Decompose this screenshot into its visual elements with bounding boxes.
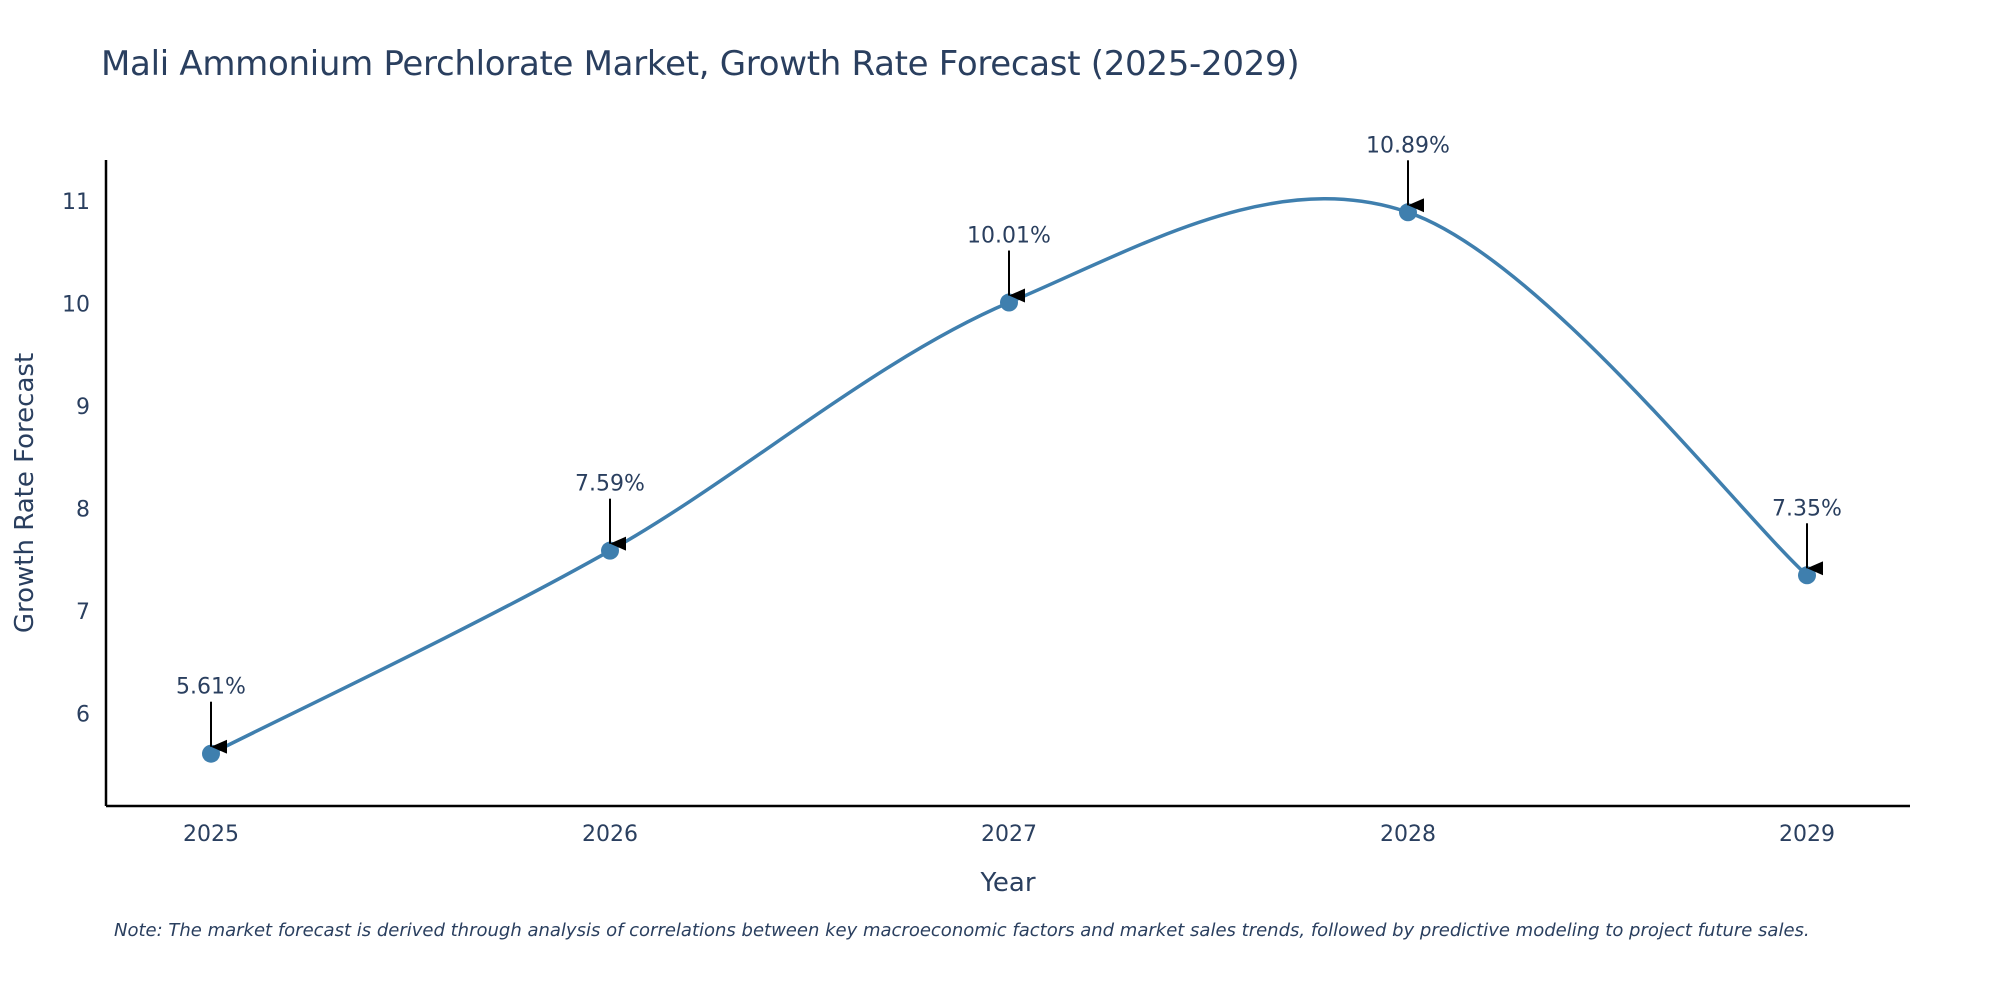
label-layer: 5.61% 7.59% 10.01% 10.89% 7.35% <box>176 133 1842 754</box>
data-point-2025 <box>202 744 220 763</box>
data-point-2027 <box>1000 293 1018 312</box>
y-axis-title: Growth Rate Forecast <box>10 353 40 633</box>
x-tick-label: 2028 <box>1380 822 1436 847</box>
axes-layer: 6 7 8 9 10 11 2025 2026 2027 2028 2029 Year Growth R… <box>10 160 1910 898</box>
x-tick-label: 2027 <box>981 822 1037 847</box>
x-tick-label: 2026 <box>582 822 638 847</box>
chart-note: Note: The market forecast is derived thr… <box>114 920 1810 941</box>
y-tick-label: 11 <box>62 190 90 215</box>
x-axis-title: Year <box>979 868 1035 898</box>
y-tick-label: 6 <box>76 703 90 728</box>
data-point-2026 <box>601 541 619 560</box>
x-tick-label: 2029 <box>1779 822 1835 847</box>
data-label-2026: 7.59% <box>575 472 645 497</box>
data-point-2028 <box>1399 203 1417 222</box>
data-point-2029 <box>1798 566 1816 585</box>
data-label-2029: 7.35% <box>1772 496 1842 521</box>
data-label-2025: 5.61% <box>176 675 246 700</box>
y-tick-label: 8 <box>76 498 90 523</box>
data-label-2028: 10.89% <box>1366 133 1450 158</box>
data-label-2027: 10.01% <box>967 224 1051 249</box>
x-tick-label: 2025 <box>183 822 239 847</box>
chart-title: Mali Ammonium Perchlorate Market, Growth… <box>101 44 1300 84</box>
y-tick-label: 9 <box>76 395 90 420</box>
y-tick-label: 7 <box>76 600 90 625</box>
y-tick-label: 10 <box>62 293 90 318</box>
